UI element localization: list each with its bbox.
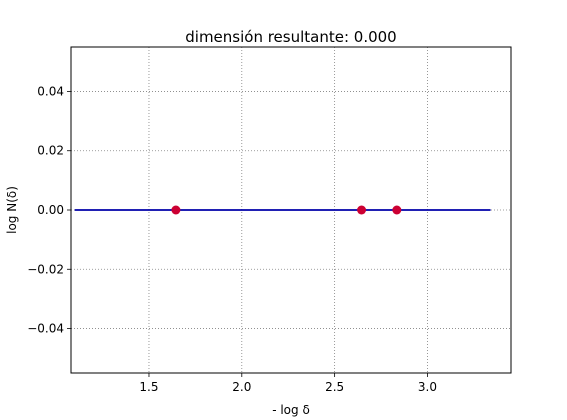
y-tick-label: −0.04: [27, 322, 64, 336]
series: [74, 205, 491, 215]
x-axis-label: - log δ: [272, 403, 310, 417]
y-tick-label: 0.02: [37, 144, 64, 158]
data-point: [171, 205, 181, 215]
data-point: [357, 205, 367, 215]
y-tick-label: −0.02: [27, 262, 64, 276]
x-tick-label: 2.0: [232, 380, 251, 394]
x-tick-label: 3.0: [418, 380, 437, 394]
chart-title: dimensión resultante: 0.000: [185, 28, 396, 46]
y-tick-label: 0.00: [37, 203, 64, 217]
data-point: [392, 205, 402, 215]
x-tick-label: 1.5: [139, 380, 158, 394]
y-ticks: 0.04 0.02 0.00 −0.02 −0.04: [27, 84, 71, 336]
plot-frame: [70, 46, 512, 374]
x-ticks: 1.5 2.0 2.5 3.0: [139, 373, 437, 394]
x-tick-label: 2.5: [325, 380, 344, 394]
y-axis-label: log N(δ): [5, 186, 19, 234]
y-tick-label: 0.04: [37, 84, 64, 98]
